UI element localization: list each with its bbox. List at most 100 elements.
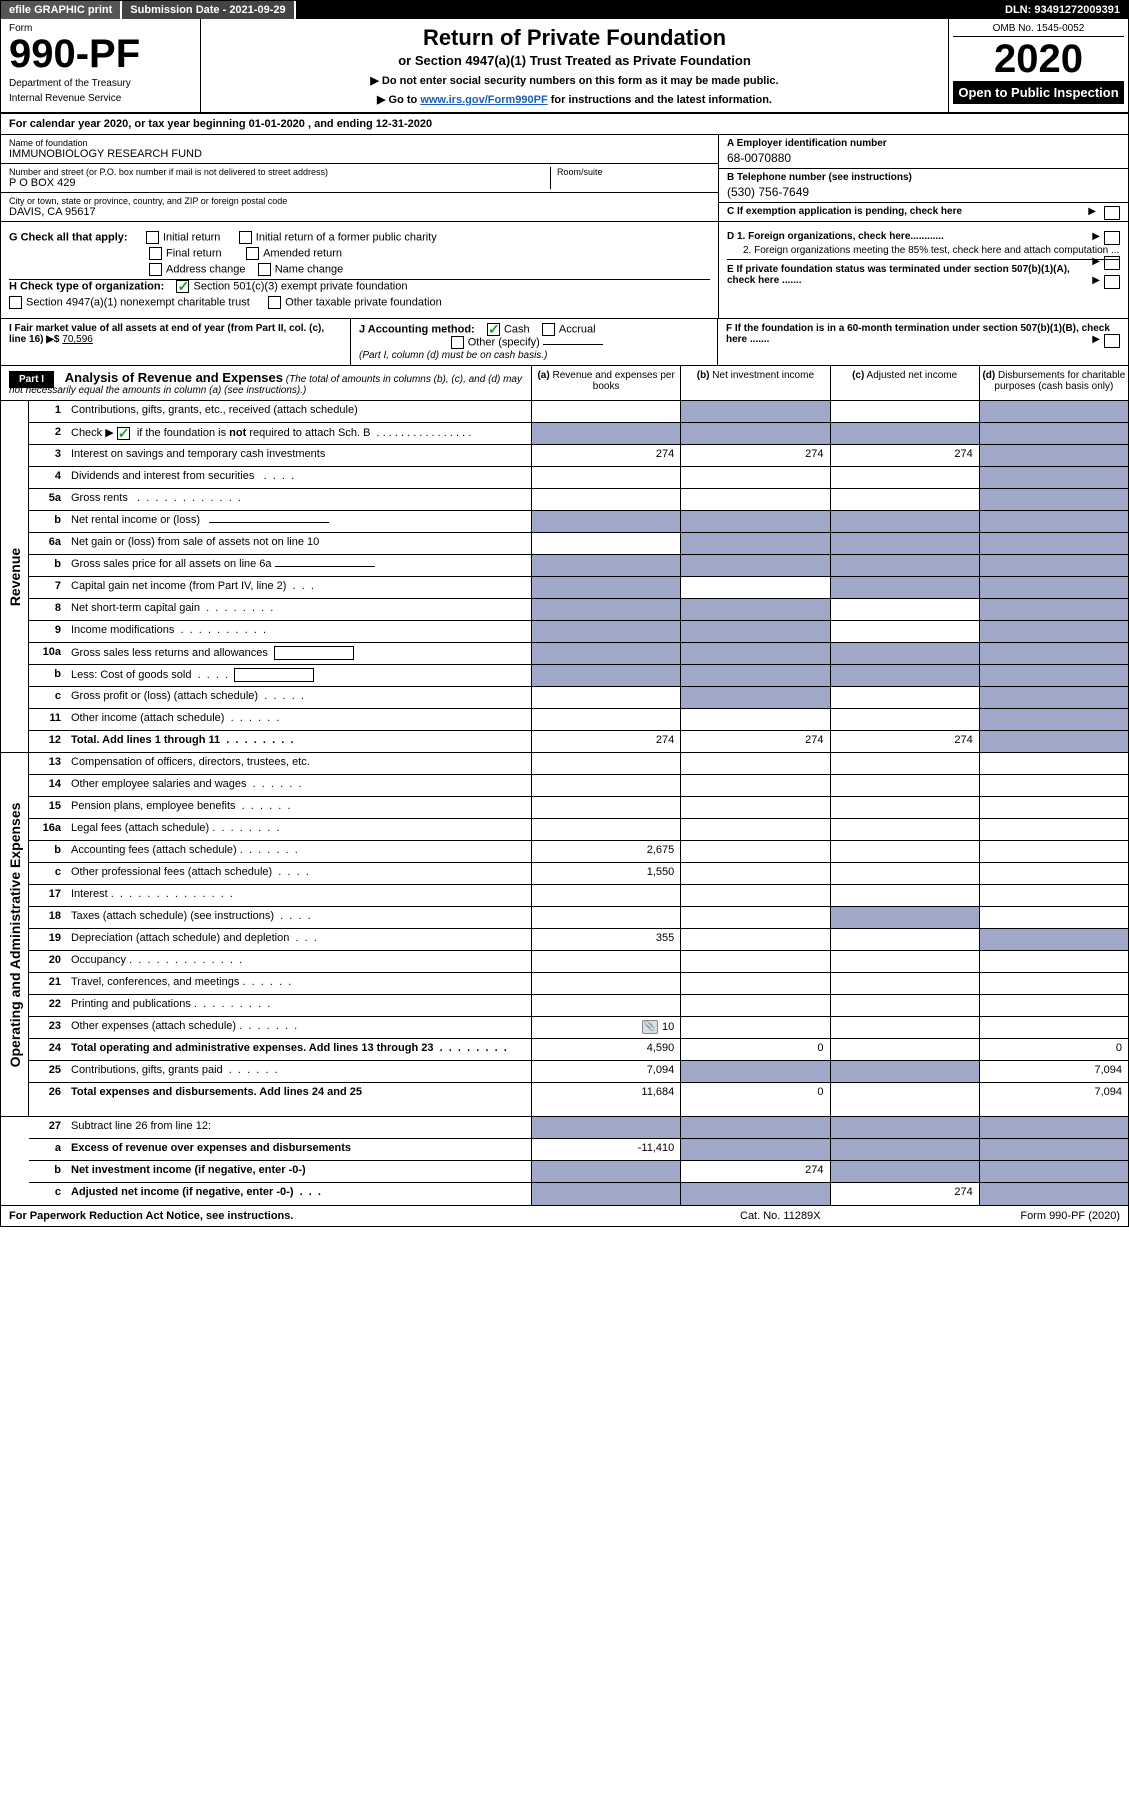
d1-checkbox[interactable] xyxy=(1104,231,1120,245)
efile-print-button[interactable]: efile GRAPHIC print xyxy=(1,1,122,19)
entity-left: Name of foundation IMMUNOBIOLOGY RESEARC… xyxy=(1,135,718,221)
phone-cell: B Telephone number (see instructions) (5… xyxy=(719,169,1128,203)
address-change-checkbox[interactable] xyxy=(149,263,162,276)
line-3-text: Interest on savings and temporary cash i… xyxy=(67,445,531,466)
form-container: efile GRAPHIC print Submission Date - 20… xyxy=(0,0,1129,1227)
line-10a: 10aGross sales less returns and allowanc… xyxy=(29,643,1128,665)
f-label: F If the foundation is in a 60-month ter… xyxy=(726,323,1110,345)
col-c-tag: (c) xyxy=(852,370,864,381)
line-2-text: Check ▶ if the foundation is not require… xyxy=(67,423,531,444)
accrual-label: Accrual xyxy=(559,323,596,335)
name-change-checkbox[interactable] xyxy=(258,263,271,276)
other-method-checkbox[interactable] xyxy=(451,336,464,349)
f-checkbox[interactable] xyxy=(1104,334,1120,348)
form-ref: Form 990-PF (2020) xyxy=(920,1210,1120,1222)
d1-label: D 1. Foreign organizations, check here..… xyxy=(727,231,944,242)
paperwork-notice: For Paperwork Reduction Act Notice, see … xyxy=(9,1210,740,1222)
line-21: 21Travel, conferences, and meetings . . … xyxy=(29,973,1128,995)
dln-number: DLN: 93491272009391 xyxy=(997,1,1128,19)
g-h-row: G Check all that apply: Initial return I… xyxy=(1,222,1128,319)
form-subtitle: or Section 4947(a)(1) Trust Treated as P… xyxy=(213,53,936,68)
line-26-a: 11,684 xyxy=(531,1083,680,1116)
form-header: Form 990-PF Department of the Treasury I… xyxy=(1,19,1128,114)
e-checkbox[interactable] xyxy=(1104,275,1120,289)
note2-prefix: ▶ Go to xyxy=(377,94,420,106)
ein-cell: A Employer identification number 68-0070… xyxy=(719,135,1128,169)
d2-checkbox[interactable] xyxy=(1104,256,1120,270)
open-public-badge: Open to Public Inspection xyxy=(953,81,1124,104)
line-15-text: Pension plans, employee benefits . . . .… xyxy=(67,797,531,818)
note2-suffix: for instructions and the latest informat… xyxy=(551,94,772,106)
phone-value: (530) 756-7649 xyxy=(727,185,1120,199)
exemption-checkbox[interactable] xyxy=(1104,206,1120,220)
col-d-text: Disbursements for charitable purposes (c… xyxy=(994,370,1125,392)
line-27a-a: -11,410 xyxy=(531,1139,680,1160)
cat-no: Cat. No. 11289X xyxy=(740,1210,920,1222)
line-27c-c: 274 xyxy=(830,1183,979,1205)
501c3-checkbox[interactable] xyxy=(176,280,189,293)
former-charity-checkbox[interactable] xyxy=(239,231,252,244)
col-d-header: (d) Disbursements for charitable purpose… xyxy=(979,366,1128,400)
schedule-icon[interactable]: 📎 xyxy=(642,1020,658,1034)
line-10b: bLess: Cost of goods sold . . . . xyxy=(29,665,1128,687)
sch-b-checkbox[interactable] xyxy=(117,427,130,440)
other-taxable-checkbox[interactable] xyxy=(268,296,281,309)
line-1-text: Contributions, gifts, grants, etc., rece… xyxy=(67,401,531,422)
line-16b-a: 2,675 xyxy=(531,841,680,862)
accrual-checkbox[interactable] xyxy=(542,323,555,336)
line-7: 7Capital gain net income (from Part IV, … xyxy=(29,577,1128,599)
phone-label: B Telephone number (see instructions) xyxy=(727,172,1120,183)
line-26-text: Total expenses and disbursements. Add li… xyxy=(67,1083,531,1116)
revenue-rotated-label: Revenue xyxy=(7,547,23,605)
line-11: 11Other income (attach schedule) . . . .… xyxy=(29,709,1128,731)
line-4: 4Dividends and interest from securities … xyxy=(29,467,1128,489)
city-label: City or town, state or province, country… xyxy=(9,196,710,206)
line-27-section: 27Subtract line 26 from line 12: aExcess… xyxy=(1,1117,1128,1205)
line-16c-text: Other professional fees (attach schedule… xyxy=(67,863,531,884)
col-b-tag: (b) xyxy=(697,370,710,381)
irs-label: Internal Revenue Service xyxy=(9,93,192,104)
col-c-header: (c) Adjusted net income xyxy=(830,366,979,400)
form-number: 990-PF xyxy=(9,34,192,74)
line-27-header: 27Subtract line 26 from line 12: xyxy=(29,1117,1128,1139)
line-1: 1Contributions, gifts, grants, etc., rec… xyxy=(29,401,1128,423)
line-12: 12Total. Add lines 1 through 11 . . . . … xyxy=(29,731,1128,753)
line-18-text: Taxes (attach schedule) (see instruction… xyxy=(67,907,531,928)
line-27b: bNet investment income (if negative, ent… xyxy=(29,1161,1128,1183)
expenses-rotated-label: Operating and Administrative Expenses xyxy=(7,802,23,1067)
col-d-tag: (d) xyxy=(982,370,995,381)
cash-checkbox[interactable] xyxy=(487,323,500,336)
4947-checkbox[interactable] xyxy=(9,296,22,309)
line-27-body: 27Subtract line 26 from line 12: aExcess… xyxy=(29,1117,1128,1205)
line-16a: 16aLegal fees (attach schedule) . . . . … xyxy=(29,819,1128,841)
i-cell: I Fair market value of all assets at end… xyxy=(1,319,351,365)
final-return-checkbox[interactable] xyxy=(149,247,162,260)
line-12-text: Total. Add lines 1 through 11 . . . . . … xyxy=(67,731,531,752)
line-17-text: Interest . . . . . . . . . . . . . . xyxy=(67,885,531,906)
calendar-year-row: For calendar year 2020, or tax year begi… xyxy=(1,114,1128,135)
line-25-a: 7,094 xyxy=(531,1061,680,1082)
link-note: ▶ Go to www.irs.gov/Form990PF for instru… xyxy=(213,93,936,106)
analysis-title: Analysis of Revenue and Expenses xyxy=(65,370,283,385)
col-a-text: Revenue and expenses per books xyxy=(552,370,674,392)
col-a-header: (a) Revenue and expenses per books xyxy=(531,366,680,400)
line-14: 14Other employee salaries and wages . . … xyxy=(29,775,1128,797)
city-value: DAVIS, CA 95617 xyxy=(9,206,710,218)
line-10b-text: Less: Cost of goods sold . . . . xyxy=(67,665,531,686)
col-a-tag: (a) xyxy=(537,370,549,381)
amended-return-checkbox[interactable] xyxy=(246,247,259,260)
line-3-a: 274 xyxy=(531,445,680,466)
initial-return-checkbox[interactable] xyxy=(146,231,159,244)
form990pf-link[interactable]: www.irs.gov/Form990PF xyxy=(420,94,547,106)
line-5a: 5aGross rents . . . . . . . . . . . . xyxy=(29,489,1128,511)
line-6b: bGross sales price for all assets on lin… xyxy=(29,555,1128,577)
foundation-name: IMMUNOBIOLOGY RESEARCH FUND xyxy=(9,148,710,160)
e-label: E If private foundation status was termi… xyxy=(727,264,1070,286)
line-5a-text: Gross rents . . . . . . . . . . . . xyxy=(67,489,531,510)
line-23-a: 📎10 xyxy=(531,1017,680,1038)
revenue-body: 1Contributions, gifts, grants, etc., rec… xyxy=(29,401,1128,753)
line-3-b: 274 xyxy=(680,445,829,466)
line-4-text: Dividends and interest from securities .… xyxy=(67,467,531,488)
line-8: 8Net short-term capital gain . . . . . .… xyxy=(29,599,1128,621)
line-8-text: Net short-term capital gain . . . . . . … xyxy=(67,599,531,620)
